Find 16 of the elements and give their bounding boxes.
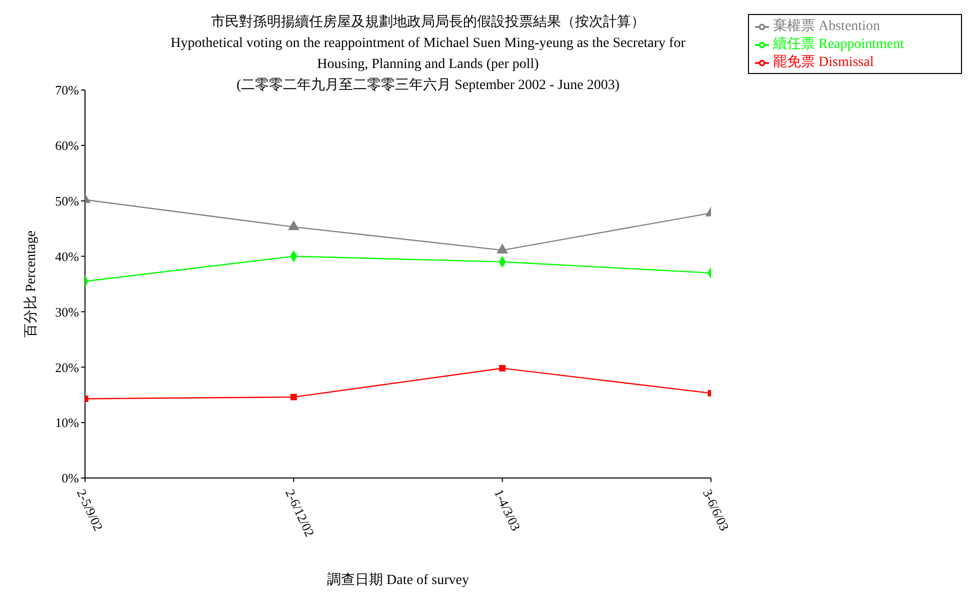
y-tick-label: 10% [55, 415, 80, 430]
x-axis-title: 調查日期 Date of survey [327, 572, 469, 588]
legend-label: 棄權票 Abstention [773, 19, 880, 34]
y-tick-label: 60% [55, 138, 80, 154]
annotation: (二零零二年九月至二零零三年六月 September 2002 - June 2003) [235, 76, 621, 95]
legend-label: 罷免票 Dismissal [773, 55, 874, 70]
y-tick-label: 50% [55, 193, 80, 208]
y-axis-title: 百分比 Percentage [22, 230, 39, 338]
y-tick-label: 40% [55, 248, 80, 264]
legend-label: 續任票 Reappointment [773, 37, 904, 52]
chart-title: 市民對孫明揚續任房屋及規劃地政局局長的假設投票結果（按次計算） [210, 13, 646, 32]
y-tick-label: 30% [55, 304, 80, 320]
y-tick-label: 0% [62, 470, 80, 486]
y-tick-label: 20% [55, 360, 80, 375]
y-tick-label: 70% [55, 82, 80, 98]
chart-subtitle: Hypothetical voting on the reappointment of Michael Suen Ming-yeung as the Secretary for Housing, Planning and Lands (per poll) [170, 35, 686, 74]
